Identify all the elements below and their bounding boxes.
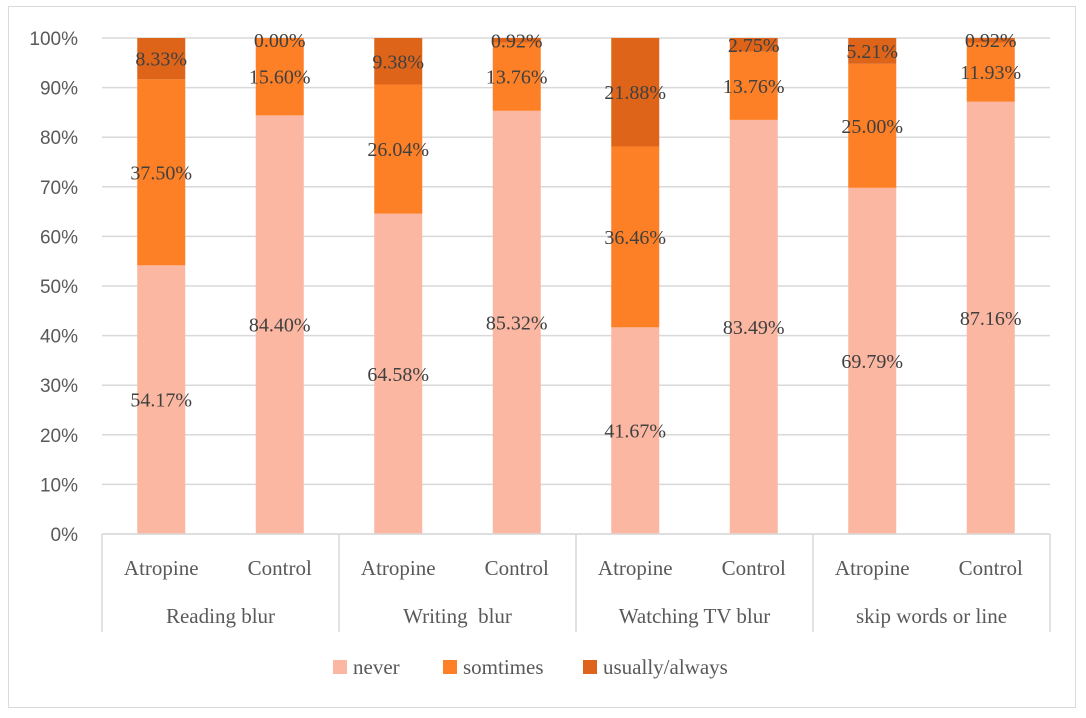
- bar-segment-somtimes: [374, 84, 423, 214]
- legend-label: somtimes: [463, 655, 544, 679]
- data-label: 25.00%: [841, 116, 903, 138]
- bar-segment-somtimes: [492, 42, 541, 111]
- x-axis: Atropine Control Atropine Control Atropine Co…: [101, 533, 1051, 632]
- x-category-label: Atropine: [835, 556, 910, 580]
- bar-segment-usually-always: [729, 38, 778, 52]
- bar-segment-never: [374, 213, 423, 534]
- data-label: 36.46%: [604, 227, 666, 249]
- y-tick-label: 0%: [51, 525, 79, 546]
- bar-segment-somtimes: [137, 79, 186, 266]
- data-label: 0.92%: [491, 30, 543, 52]
- legend-label: never: [353, 655, 400, 679]
- data-label: 15.60%: [249, 67, 311, 89]
- bar-segment-never: [137, 265, 186, 534]
- bar-segment-usually-always: [137, 38, 186, 80]
- data-label: 85.32%: [486, 312, 548, 334]
- bar-segment-never: [848, 187, 897, 534]
- x-category-label: Control: [722, 556, 786, 580]
- y-tick-label: 80%: [40, 128, 78, 149]
- legend: never somtimes usually/always: [333, 655, 728, 679]
- data-label: 11.93%: [960, 62, 1021, 84]
- bar-segment-somtimes: [966, 42, 1015, 102]
- data-label: 69.79%: [841, 351, 903, 373]
- data-label: 21.88%: [604, 82, 666, 104]
- bar-segment-somtimes: [848, 63, 897, 188]
- data-labels: 54.17% 37.50% 8.33% 84.40% 15.60% 0.00% 64.58%…: [130, 30, 1021, 443]
- data-label: 64.58%: [367, 364, 429, 386]
- bar-segment-never: [492, 110, 541, 534]
- bar-segment-somtimes: [611, 146, 660, 328]
- x-category-label: Atropine: [598, 556, 673, 580]
- x-category-label: Atropine: [361, 556, 436, 580]
- chart-frame: [8, 6, 1076, 708]
- bar-segment-never: [611, 327, 660, 534]
- data-label: 83.49%: [723, 317, 785, 339]
- data-label: 41.67%: [604, 421, 666, 443]
- x-group-label: Writing blur: [403, 604, 512, 628]
- bar-segment-never: [966, 101, 1015, 534]
- y-tick-label: 70%: [40, 178, 78, 199]
- data-label: 2.75%: [728, 35, 780, 57]
- y-tick-label: 100%: [29, 29, 78, 50]
- y-axis-ticks: 0% 10% 20% 30% 40% 50% 60% 70% 80% 90% 100%: [29, 29, 78, 546]
- x-category-label: Atropine: [124, 556, 199, 580]
- data-label: 0.92%: [965, 30, 1017, 52]
- y-tick-label: 20%: [40, 426, 78, 447]
- data-label: 9.38%: [372, 51, 424, 73]
- data-label: 5.21%: [846, 41, 898, 63]
- x-group-label: skip words or line: [856, 604, 1007, 628]
- y-tick-label: 90%: [40, 79, 78, 100]
- bar-segment-usually-always: [848, 38, 897, 64]
- bars: [137, 37, 1015, 535]
- bar-segment-somtimes: [255, 38, 304, 116]
- data-label: 87.16%: [960, 308, 1022, 330]
- x-category-label: Control: [485, 556, 549, 580]
- bar-segment-usually-always: [492, 38, 541, 43]
- data-label: 84.40%: [249, 315, 311, 337]
- data-label: 37.50%: [130, 162, 192, 184]
- x-category-label: Control: [248, 556, 312, 580]
- bar-segment-somtimes: [729, 51, 778, 120]
- bar-segment-usually-always: [374, 38, 423, 85]
- legend-swatch: [583, 660, 597, 674]
- y-tick-label: 10%: [40, 475, 78, 496]
- gridlines: [102, 37, 1050, 535]
- legend-label: usually/always: [603, 655, 728, 679]
- legend-swatch: [443, 660, 457, 674]
- bar-segment-usually-always: [966, 37, 1015, 43]
- data-label: 26.04%: [367, 139, 429, 161]
- x-category-label: Control: [959, 556, 1023, 580]
- data-label: 54.17%: [130, 390, 192, 412]
- legend-swatch: [333, 660, 347, 674]
- data-label: 13.76%: [486, 67, 548, 89]
- y-tick-label: 50%: [40, 277, 78, 298]
- y-tick-label: 40%: [40, 327, 78, 348]
- x-group-label: Watching TV blur: [619, 604, 771, 628]
- x-group-label: Reading blur: [166, 604, 275, 628]
- y-tick-label: 60%: [40, 227, 78, 248]
- data-label: 13.76%: [723, 76, 785, 98]
- bar-segment-never: [255, 115, 304, 534]
- data-label: 8.33%: [135, 49, 187, 71]
- data-label: 0.00%: [254, 30, 306, 52]
- y-tick-label: 30%: [40, 376, 78, 397]
- bar-segment-usually-always: [611, 37, 660, 147]
- bar-segment-never: [729, 119, 778, 535]
